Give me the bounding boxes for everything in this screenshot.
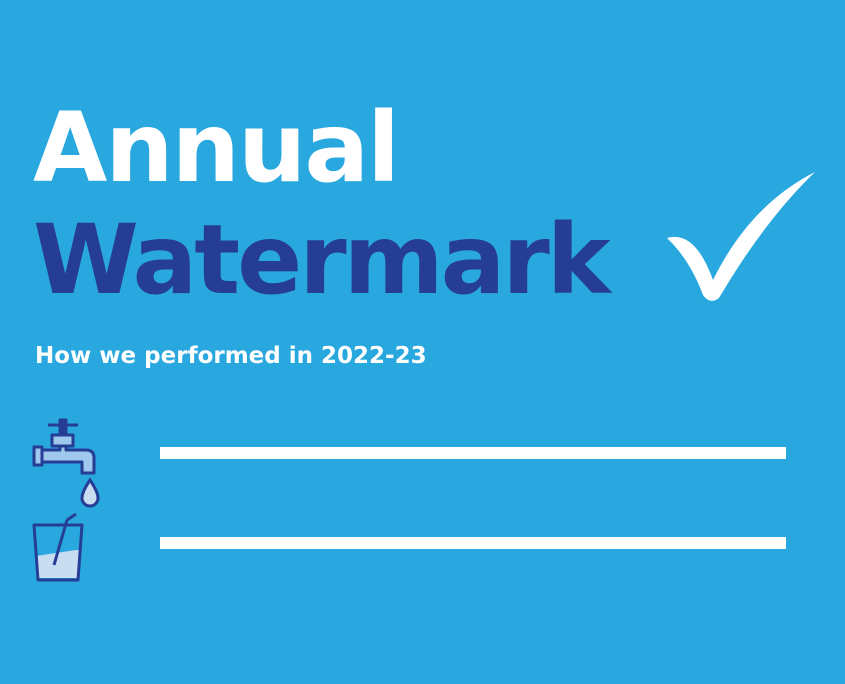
icon-column <box>32 418 100 582</box>
water-drop-icon <box>80 477 100 508</box>
divider-line-1 <box>160 447 786 459</box>
title-watermark: Watermark <box>33 204 611 316</box>
tap-icon <box>32 418 96 475</box>
divider-line-2 <box>160 537 786 549</box>
title-annual: Annual <box>33 92 400 204</box>
glass-icon <box>32 512 84 582</box>
checkmark-icon <box>667 172 815 301</box>
subtitle: How we performed in 2022-23 <box>35 343 427 369</box>
